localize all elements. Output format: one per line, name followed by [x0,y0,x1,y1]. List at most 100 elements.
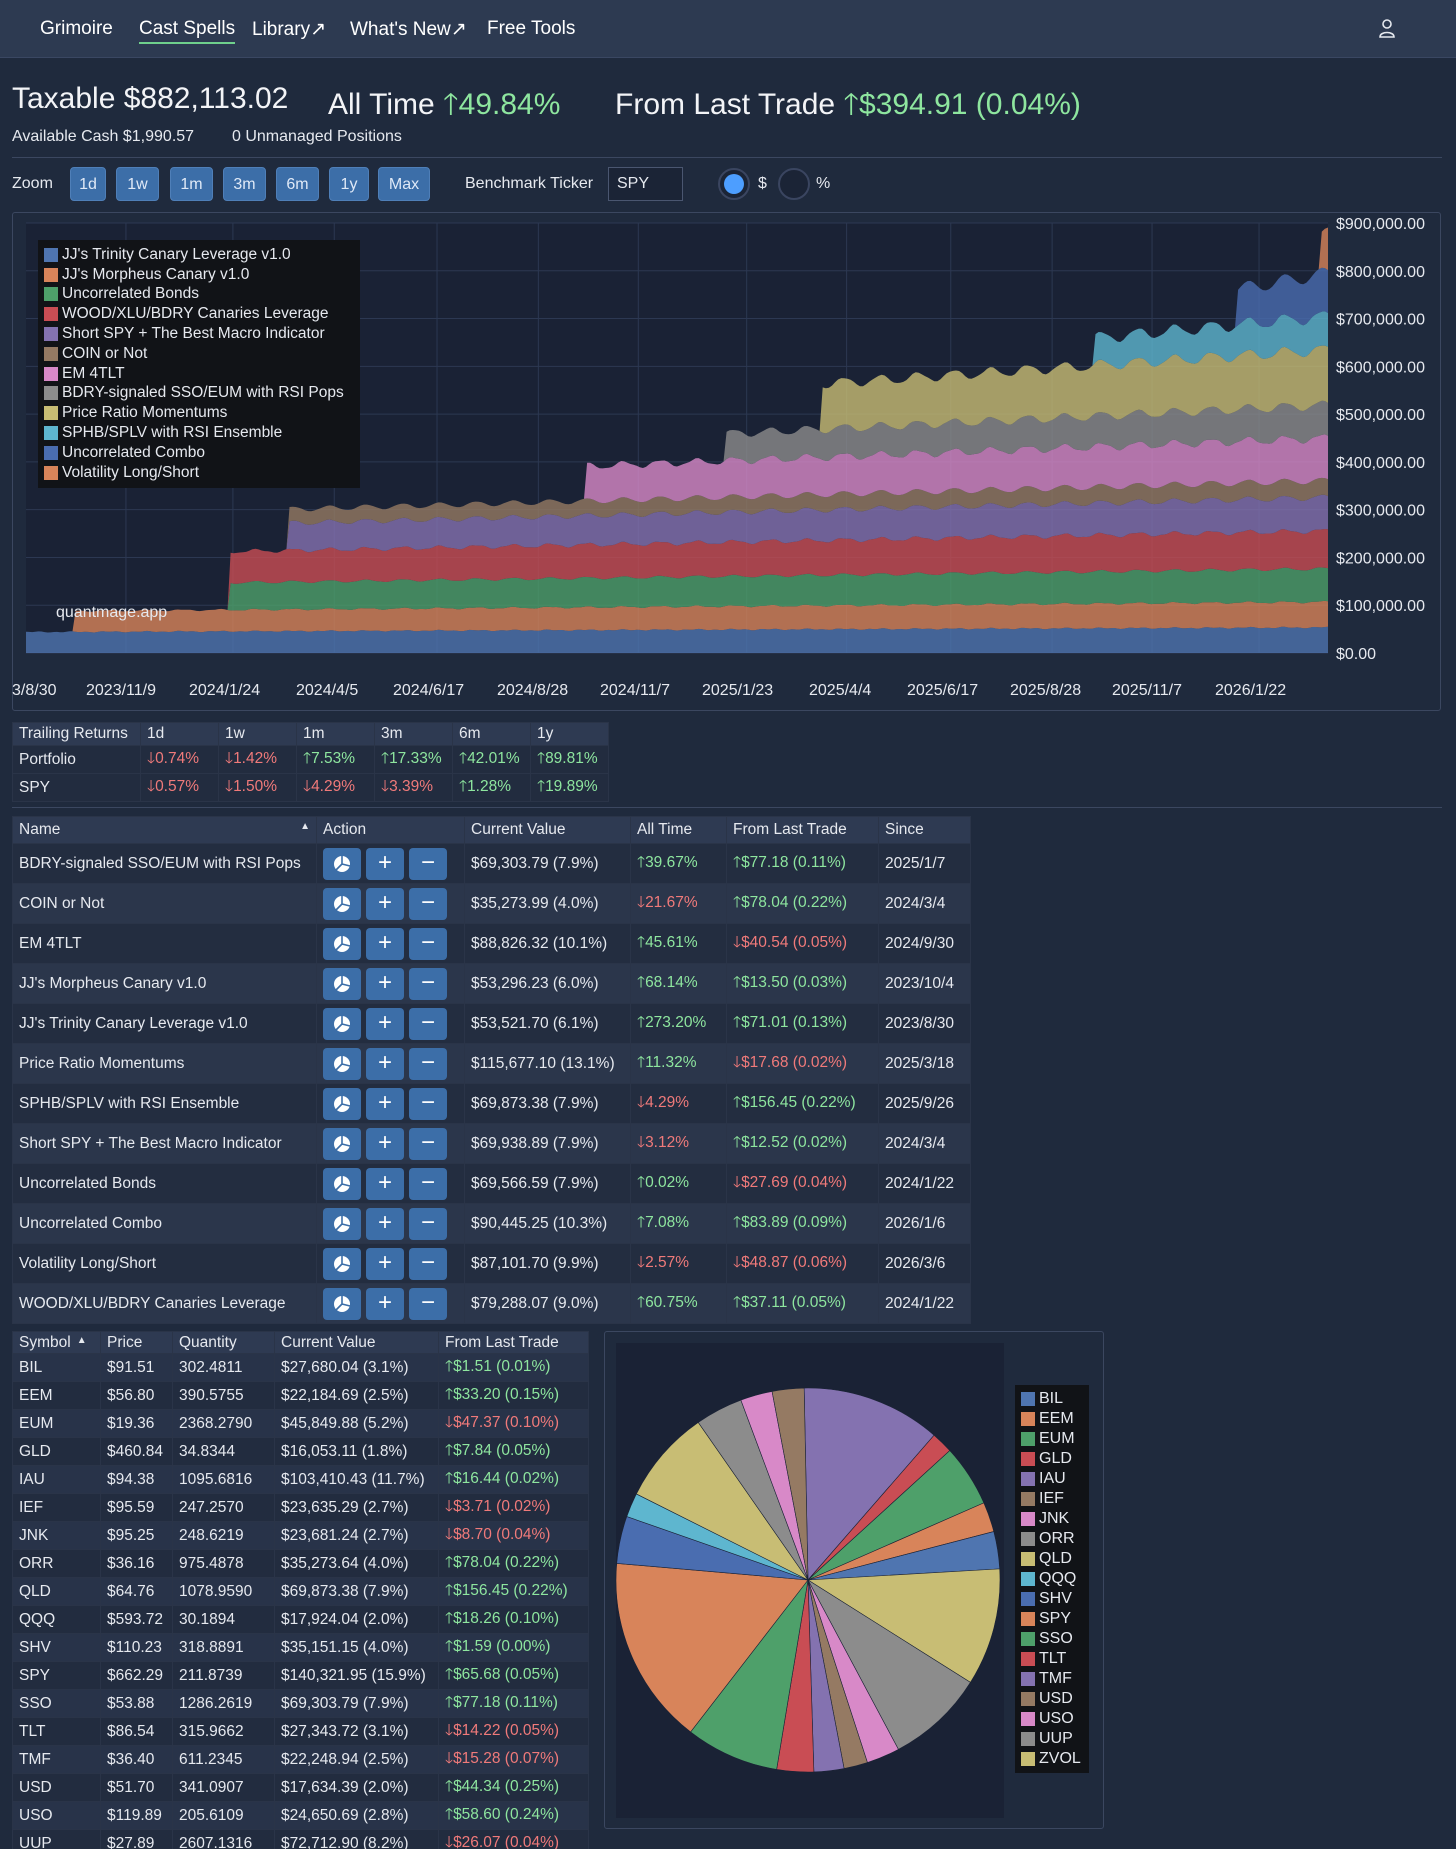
remove-button[interactable]: − [409,967,447,1000]
remove-button[interactable]: − [409,1167,447,1200]
legend-item[interactable]: Price Ratio Momentums [44,403,354,423]
position-name[interactable]: COIN or Not [12,883,317,924]
remove-button[interactable]: − [409,1207,447,1240]
legend-item[interactable]: Uncorrelated Bonds [44,285,354,305]
add-button[interactable]: + [366,1047,404,1080]
remove-button[interactable]: − [409,927,447,960]
allocation-pie-button[interactable] [323,967,361,1000]
percent-mode-radio[interactable] [778,168,810,200]
zoom-3m-button[interactable]: 3m [223,167,266,201]
legend-label: EEM [1039,1410,1074,1427]
remove-button[interactable]: − [409,1047,447,1080]
legend-item[interactable]: Uncorrelated Combo [44,443,354,463]
add-button[interactable]: + [366,1207,404,1240]
nav-whats-new[interactable]: What's New↗ [350,19,467,40]
position-name[interactable]: SPHB/SPLV with RSI Ensemble [12,1083,317,1124]
pie-legend-item[interactable]: ORR [1021,1529,1083,1549]
pie-legend-item[interactable]: BIL [1021,1389,1083,1409]
legend-label: USD [1039,1690,1073,1707]
zoom-6m-button[interactable]: 6m [276,167,319,201]
pie-legend-item[interactable]: QQQ [1021,1569,1083,1589]
pie-legend-item[interactable]: IAU [1021,1469,1083,1489]
position-name[interactable]: JJ's Morpheus Canary v1.0 [12,963,317,1004]
legend-item[interactable]: Volatility Long/Short [44,463,354,483]
pie-legend-item[interactable]: TLT [1021,1649,1083,1669]
pie-legend-item[interactable]: IEF [1021,1489,1083,1509]
nav-library[interactable]: Library↗ [252,19,326,40]
allocation-pie-button[interactable] [323,1047,361,1080]
legend-item[interactable]: COIN or Not [44,344,354,364]
remove-button[interactable]: − [409,1007,447,1040]
remove-button[interactable]: − [409,847,447,880]
zoom-1y-button[interactable]: 1y [329,167,369,201]
remove-button[interactable]: − [409,887,447,920]
add-button[interactable]: + [366,887,404,920]
remove-button[interactable]: − [409,1287,447,1320]
remove-button[interactable]: − [409,1247,447,1280]
pie-legend-item[interactable]: GLD [1021,1449,1083,1469]
position-name[interactable]: EM 4TLT [12,923,317,964]
benchmark-ticker-input[interactable] [608,167,683,201]
allocation-pie-button[interactable] [323,1207,361,1240]
legend-item[interactable]: JJ's Morpheus Canary v1.0 [44,265,354,285]
pie-legend-item[interactable]: JNK [1021,1509,1083,1529]
zoom-max-button[interactable]: Max [378,167,430,201]
legend-item[interactable]: BDRY-signaled SSO/EUM with RSI Pops [44,384,354,404]
pie-legend-item[interactable]: EEM [1021,1409,1083,1429]
nav-cast-spells[interactable]: Cast Spells [139,18,236,44]
add-button[interactable]: + [366,1087,404,1120]
pie-legend-item[interactable]: USO [1021,1709,1083,1729]
add-button[interactable]: + [366,1127,404,1160]
pie-legend-item[interactable]: SPY [1021,1609,1083,1629]
allocation-pie-button[interactable] [323,1247,361,1280]
position-name[interactable]: WOOD/XLU/BDRY Canaries Leverage [12,1283,317,1324]
add-button[interactable]: + [366,1287,404,1320]
allocation-pie-button[interactable] [323,1007,361,1040]
nav-grimoire[interactable]: Grimoire [40,18,113,39]
zoom-1d-button[interactable]: 1d [70,167,106,201]
pie-legend-item[interactable]: USD [1021,1689,1083,1709]
allocation-pie-button[interactable] [323,1167,361,1200]
legend-item[interactable]: WOOD/XLU/BDRY Canaries Leverage [44,304,354,324]
pie-legend-item[interactable]: SHV [1021,1589,1083,1609]
pie-legend-item[interactable]: SSO [1021,1629,1083,1649]
position-name[interactable]: Volatility Long/Short [12,1243,317,1284]
nav-free-tools[interactable]: Free Tools [487,18,576,39]
zoom-1m-button[interactable]: 1m [170,167,213,201]
zoom-1w-button[interactable]: 1w [116,167,159,201]
legend-item[interactable]: JJ's Trinity Canary Leverage v1.0 [44,245,354,265]
legend-item[interactable]: Short SPY + The Best Macro Indicator [44,324,354,344]
allocation-pie-button[interactable] [323,847,361,880]
add-button[interactable]: + [366,1247,404,1280]
pie-legend-item[interactable]: EUM [1021,1429,1083,1449]
position-name[interactable]: Uncorrelated Combo [12,1203,317,1244]
allocation-pie-button[interactable] [323,927,361,960]
add-button[interactable]: + [366,847,404,880]
column-header[interactable]: Symbol ▲ [12,1331,101,1354]
pie-legend-item[interactable]: TMF [1021,1669,1083,1689]
legend-item[interactable]: SPHB/SPLV with RSI Ensemble [44,423,354,443]
add-button[interactable]: + [366,967,404,1000]
position-name[interactable]: BDRY-signaled SSO/EUM with RSI Pops [12,843,317,884]
position-name[interactable]: Short SPY + The Best Macro Indicator [12,1123,317,1164]
add-button[interactable]: + [366,1167,404,1200]
remove-button[interactable]: − [409,1087,447,1120]
allocation-pie-button[interactable] [323,1127,361,1160]
allocation-pie-button[interactable] [323,887,361,920]
position-name[interactable]: Price Ratio Momentums [12,1043,317,1084]
pie-legend-item[interactable]: QLD [1021,1549,1083,1569]
allocation-pie-button[interactable] [323,1287,361,1320]
position-name[interactable]: JJ's Trinity Canary Leverage v1.0 [12,1003,317,1044]
position-name[interactable]: Uncorrelated Bonds [12,1163,317,1204]
add-button[interactable]: + [366,1007,404,1040]
remove-button[interactable]: − [409,1127,447,1160]
pie-legend-item[interactable]: UUP [1021,1729,1083,1749]
user-icon[interactable] [1378,18,1396,38]
column-header[interactable]: Name ▲ [12,816,317,844]
allocation-pie-button[interactable] [323,1087,361,1120]
pie-legend-item[interactable]: ZVOL [1021,1749,1083,1769]
price: $593.72 [100,1605,173,1634]
dollar-mode-radio[interactable] [718,168,750,200]
add-button[interactable]: + [366,927,404,960]
legend-item[interactable]: EM 4TLT [44,364,354,384]
